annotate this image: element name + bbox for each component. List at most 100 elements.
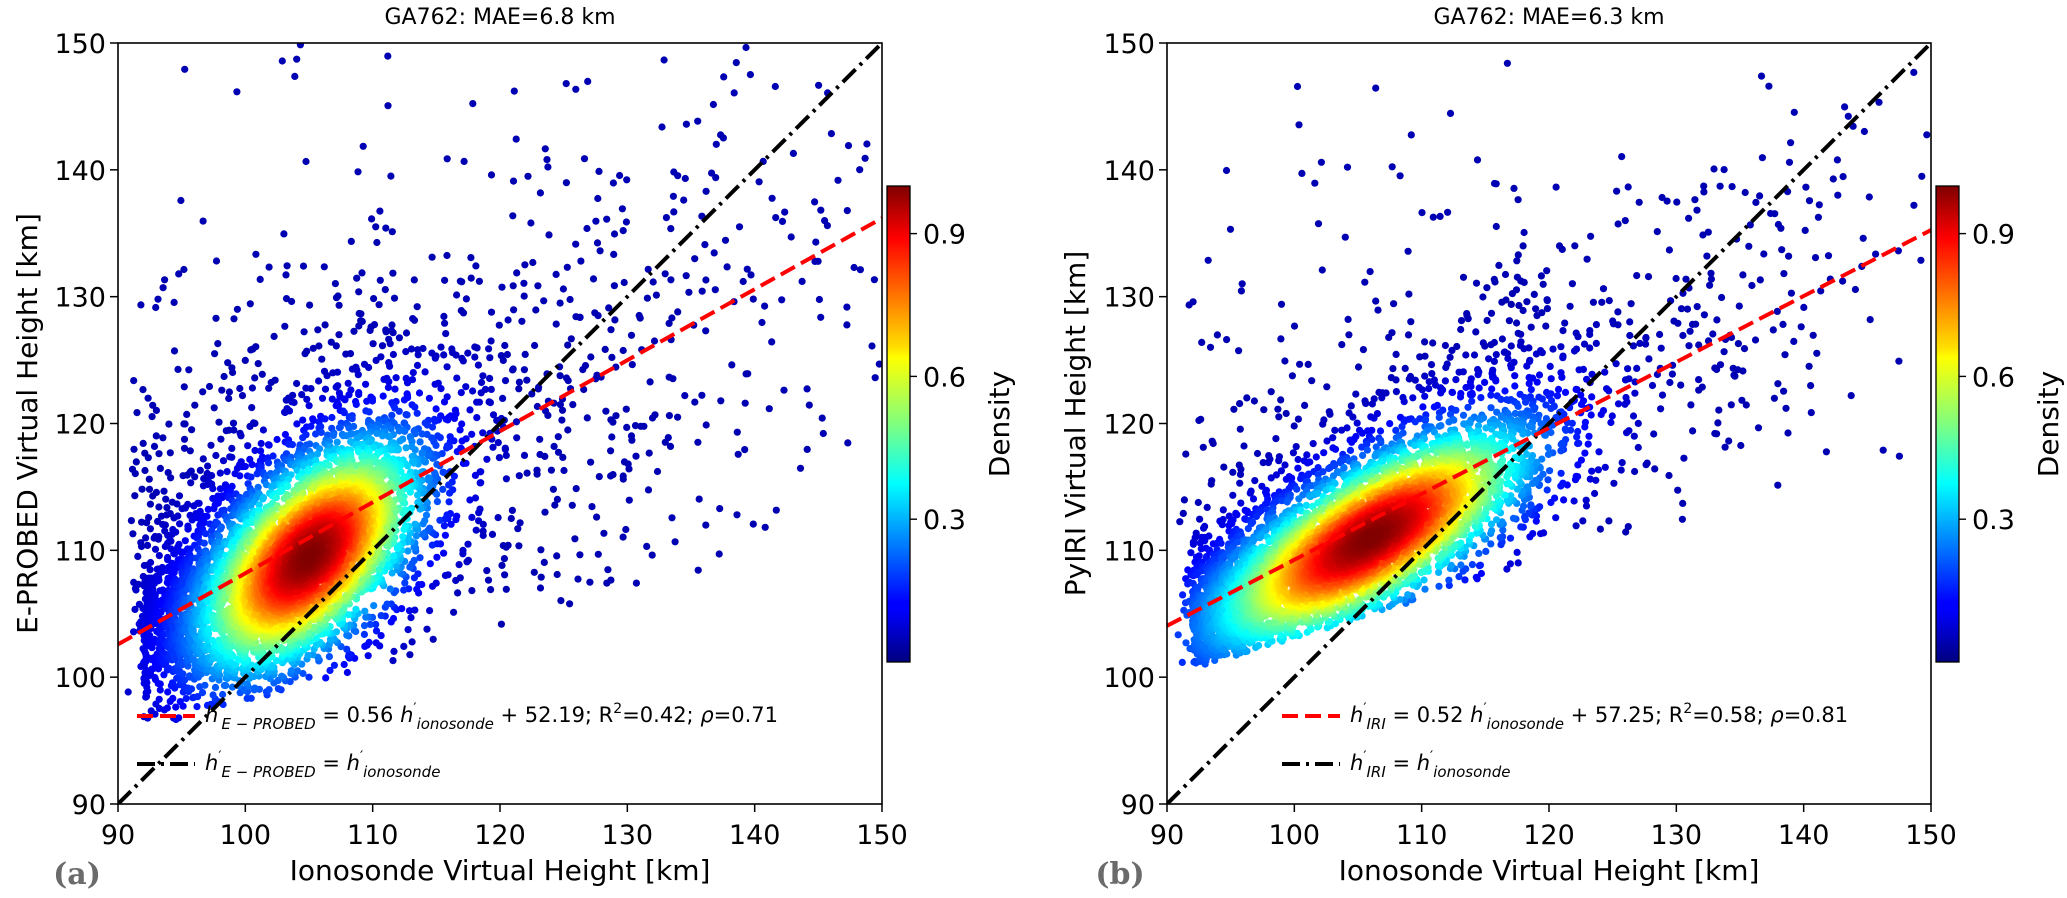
scatter-point xyxy=(644,265,652,273)
scatter-point xyxy=(164,688,172,696)
scatter-point xyxy=(499,356,507,364)
scatter-point xyxy=(730,89,738,97)
scatter-point xyxy=(513,434,521,442)
scatter-point xyxy=(593,513,601,521)
scatter-point xyxy=(327,338,335,346)
scatter-point xyxy=(834,176,842,184)
scatter-point xyxy=(151,591,159,599)
scatter-point xyxy=(485,345,493,353)
scatter-point xyxy=(694,566,702,574)
scatter-point xyxy=(317,428,325,436)
scatter-point xyxy=(583,224,591,233)
scatter-point xyxy=(278,57,286,65)
scatter-point xyxy=(372,620,380,629)
scatter-point xyxy=(521,350,529,358)
scatter-point xyxy=(469,387,477,395)
scatter-point xyxy=(798,277,806,285)
scatter-point xyxy=(462,383,470,391)
scatter-point xyxy=(580,155,589,163)
scatter-point xyxy=(501,341,509,350)
scatter-point xyxy=(171,655,179,664)
scatter-point xyxy=(132,458,140,466)
scatter-point xyxy=(650,337,659,345)
scatter-point xyxy=(167,474,175,482)
scatter-point xyxy=(541,145,549,153)
scatter-point xyxy=(131,492,139,500)
scatter-point xyxy=(388,321,396,329)
scatter-point xyxy=(402,411,410,419)
scatter-point xyxy=(662,214,671,222)
scatter-point xyxy=(554,448,563,456)
scatter-point xyxy=(251,446,259,455)
scatter-point xyxy=(146,500,154,508)
scatter-point xyxy=(498,283,506,291)
scatter-point xyxy=(562,179,571,187)
scatter-point xyxy=(450,472,458,480)
scatter-point xyxy=(419,520,427,528)
scatter-point xyxy=(443,444,451,452)
scatter-point xyxy=(440,549,448,557)
scatter-point xyxy=(572,313,580,321)
scatter-point xyxy=(536,189,545,197)
scatter-point xyxy=(211,683,220,692)
scatter-point xyxy=(361,642,369,651)
scatter-point xyxy=(622,525,630,534)
scatter-point xyxy=(537,546,545,554)
scatter-point xyxy=(507,514,515,523)
scatter-point xyxy=(236,472,244,480)
scatter-point xyxy=(817,206,825,214)
scatter-point xyxy=(558,406,567,414)
scatter-point xyxy=(305,673,313,681)
scatter-point xyxy=(619,227,627,235)
scatter-point xyxy=(388,411,396,419)
scatter-point xyxy=(566,600,574,608)
scatter-point xyxy=(817,313,825,321)
scatter-point xyxy=(373,238,381,247)
scatter-point xyxy=(479,372,487,380)
scatter-point xyxy=(208,527,216,535)
scatter-point xyxy=(681,392,689,400)
scatter-point xyxy=(452,351,460,359)
scatter-point xyxy=(345,611,353,619)
scatter-point xyxy=(200,539,208,547)
scatter-point xyxy=(305,402,313,410)
scatter-point xyxy=(701,241,709,249)
scatter-point xyxy=(411,520,419,528)
scatter-point xyxy=(632,452,640,460)
scatter-point xyxy=(668,514,676,522)
scatter-point xyxy=(441,319,449,327)
scatter-point xyxy=(410,276,418,284)
scatter-point xyxy=(389,269,397,277)
scatter-point xyxy=(302,157,310,166)
scatter-point xyxy=(407,614,415,622)
scatter-point xyxy=(871,374,879,382)
scatter-point xyxy=(623,176,631,184)
scatter-point xyxy=(437,385,445,393)
scatter-point xyxy=(248,461,256,469)
scatter-point xyxy=(353,434,361,443)
scatter-point xyxy=(553,570,561,579)
scatter-point xyxy=(191,401,199,409)
scatter-point xyxy=(355,390,363,399)
scatter-point xyxy=(144,454,152,462)
scatter-point xyxy=(184,525,192,533)
scatter-point xyxy=(372,627,381,635)
scatter-point xyxy=(467,254,475,262)
scatter-point xyxy=(233,305,241,313)
scatter-point xyxy=(209,485,217,493)
scatter-point xyxy=(431,380,439,388)
scatter-point xyxy=(562,80,570,88)
scatter-point xyxy=(251,419,259,427)
scatter-point xyxy=(274,685,282,693)
scatter-point xyxy=(661,270,669,278)
scatter-point xyxy=(710,249,718,257)
scatter-point xyxy=(733,511,741,519)
scatter-point xyxy=(440,312,448,320)
scatter-point xyxy=(452,576,460,585)
scatter-point xyxy=(552,270,560,278)
scatter-point xyxy=(533,466,541,474)
scatter-point xyxy=(702,187,710,195)
scatter-point xyxy=(421,368,429,376)
scatter-point xyxy=(781,208,789,216)
scatter-point xyxy=(376,207,384,215)
